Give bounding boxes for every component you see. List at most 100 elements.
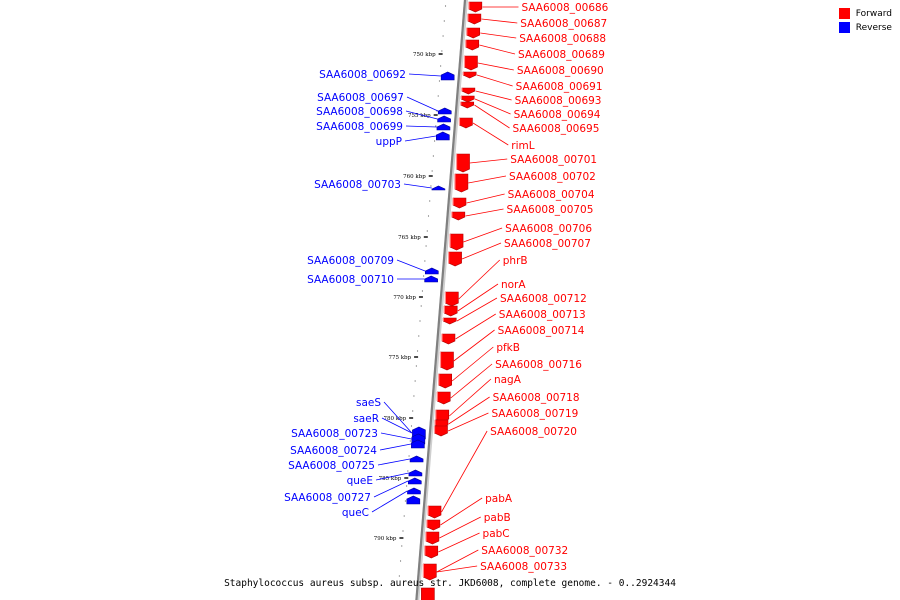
scale-dot xyxy=(404,500,407,502)
forward-leader-line xyxy=(439,516,481,539)
forward-gene-label: SAA6008_00702 xyxy=(509,171,596,183)
reverse-gene-arrow xyxy=(407,487,421,495)
forward-gene-label: SAA6008_00714 xyxy=(498,325,585,337)
reverse-gene-arrow xyxy=(437,115,451,123)
scale-dot xyxy=(435,125,437,127)
forward-leader-line xyxy=(475,90,512,101)
forward-leader-line xyxy=(465,208,504,217)
scale-dot xyxy=(409,440,411,442)
scale-dot xyxy=(437,95,439,97)
forward-gene-arrow xyxy=(448,251,462,267)
forward-gene-arrow xyxy=(461,87,476,95)
forward-gene-arrow xyxy=(460,101,475,109)
forward-gene-arrow xyxy=(462,71,477,79)
reverse-gene-label: SAA6008_00699 xyxy=(316,121,403,133)
reverse-gene-label: SAA6008_00697 xyxy=(317,92,404,104)
forward-gene-arrow xyxy=(459,117,473,129)
reverse-gene-arrow xyxy=(437,107,452,115)
forward-gene-label: SAA6008_00713 xyxy=(499,309,586,321)
forward-gene-label: pfkB xyxy=(496,342,520,354)
kbp-tick-label: 770 kbp xyxy=(393,295,416,301)
forward-gene-arrow xyxy=(460,95,475,103)
forward-gene-label: SAA6008_00716 xyxy=(495,359,582,371)
scale-dot xyxy=(433,140,436,142)
forward-gene-arrow xyxy=(427,505,442,519)
scale-dot xyxy=(407,470,409,472)
kbp-tick-label: 785 kbp xyxy=(379,476,402,482)
forward-gene-label: SAA6008_00712 xyxy=(500,293,587,305)
scale-dot xyxy=(421,290,424,292)
forward-gene-label: SAA6008_00691 xyxy=(516,81,603,93)
reverse-leader-line xyxy=(371,490,408,513)
scale-dot xyxy=(418,335,420,337)
reverse-gene-arrow xyxy=(411,439,425,449)
reverse-gene-arrow xyxy=(436,131,450,141)
scale-dot xyxy=(420,305,422,307)
reverse-gene-label: saeR xyxy=(353,413,379,425)
reverse-leader-line xyxy=(383,401,413,434)
reverse-gene-label: SAA6008_00725 xyxy=(288,460,375,472)
scale-dot xyxy=(424,260,426,262)
reverse-gene-label: queE xyxy=(347,475,373,487)
scale-dot xyxy=(399,560,402,562)
reverse-gene-label: SAA6008_00723 xyxy=(291,428,378,440)
forward-leader-line xyxy=(479,44,516,55)
reverse-gene-label: queC xyxy=(342,507,369,519)
forward-gene-arrow xyxy=(438,373,453,389)
forward-leader-line xyxy=(461,242,502,260)
scale-dot xyxy=(412,410,414,412)
forward-gene-arrow xyxy=(465,39,480,51)
reverse-leader-line xyxy=(405,110,438,120)
kbp-tick-label: 750 kbp xyxy=(413,52,436,58)
forward-gene-arrow xyxy=(425,531,440,545)
reverse-leader-line xyxy=(373,480,409,498)
forward-leader-line xyxy=(449,378,492,417)
kbp-tick-label: 755 kbp xyxy=(408,113,431,119)
scale-dot xyxy=(414,380,416,382)
forward-gene-label: SAA6008_00701 xyxy=(510,154,597,166)
scale-dot xyxy=(408,455,410,457)
scale-dot xyxy=(432,155,434,157)
reverse-gene-label: SAA6008_00698 xyxy=(316,106,403,118)
forward-gene-label: SAA6008_00732 xyxy=(481,545,568,557)
reverse-gene-label: SAA6008_00710 xyxy=(307,274,394,286)
scale-dot xyxy=(419,320,421,322)
scale-dot xyxy=(402,530,404,532)
reverse-gene-label: SAA6008_00703 xyxy=(314,179,401,191)
scale-dot xyxy=(401,545,403,547)
scale-dot xyxy=(438,80,441,82)
reverse-gene-label: saeS xyxy=(356,397,381,409)
forward-gene-arrow xyxy=(440,351,454,371)
forward-leader-line xyxy=(472,122,509,146)
reverse-gene-arrow xyxy=(409,455,424,463)
forward-gene-label: SAA6008_00687 xyxy=(520,18,607,30)
forward-gene-arrow xyxy=(454,173,469,193)
scale-dot xyxy=(425,245,427,247)
reverse-leader-line xyxy=(403,183,432,189)
reverse-leader-line xyxy=(377,458,410,466)
scale-dot xyxy=(442,35,444,37)
legend-reverse: Reverse xyxy=(838,22,892,33)
forward-gene-arrow xyxy=(456,153,470,173)
scale-dot xyxy=(444,5,447,7)
forward-swatch xyxy=(838,8,850,19)
forward-leader-line xyxy=(436,549,479,573)
legend-forward: Forward xyxy=(838,8,892,19)
scale-dot xyxy=(427,215,430,217)
scale-dot xyxy=(406,485,408,487)
reverse-gene-label: SAA6008_00727 xyxy=(284,492,371,504)
forward-gene-arrow xyxy=(426,519,441,531)
reverse-leader-line xyxy=(404,135,437,142)
forward-leader-line xyxy=(453,329,495,362)
forward-gene-label: SAA6008_00733 xyxy=(480,561,567,573)
reverse-gene-arrow xyxy=(424,267,439,275)
forward-gene-label: SAA6008_00704 xyxy=(508,189,595,201)
genome-caption: Staphylococcus aureus subsp. aureus str.… xyxy=(224,578,676,589)
reverse-gene-label: uppP xyxy=(376,136,402,148)
forward-leader-line xyxy=(466,193,505,204)
forward-gene-arrow xyxy=(452,197,467,209)
forward-leader-line xyxy=(450,363,493,399)
reverse-gene-arrow xyxy=(431,185,446,191)
forward-gene-arrow xyxy=(442,317,457,325)
forward-gene-arrow xyxy=(436,391,451,405)
